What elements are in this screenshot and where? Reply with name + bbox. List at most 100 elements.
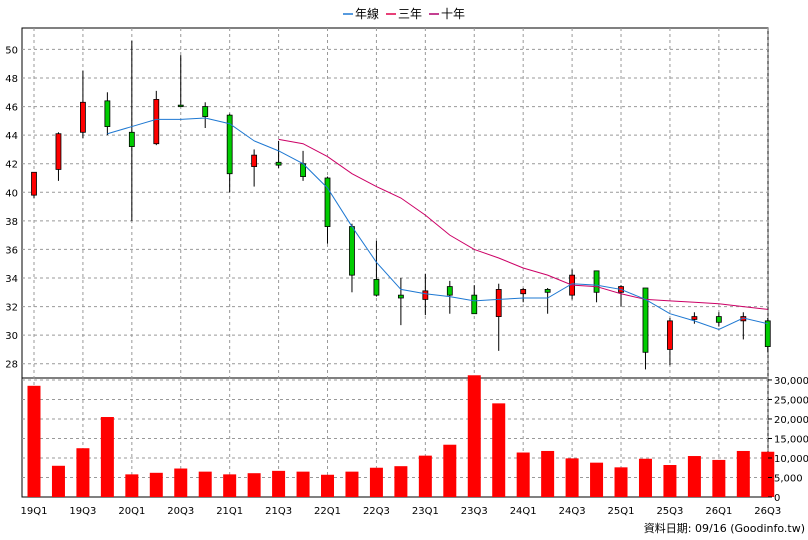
- volume-bar: [492, 403, 506, 497]
- candle-body: [251, 154, 258, 167]
- candle-body: [471, 294, 478, 315]
- volume-tick-label: 0: [774, 493, 780, 504]
- credit-text: 資料日期: 09/16 (Goodinfo.tw): [644, 521, 805, 535]
- volume-bar: [247, 473, 261, 497]
- x-tick-label: 25Q3: [656, 506, 683, 517]
- volume-bars: [27, 375, 775, 497]
- candle-body: [153, 99, 160, 145]
- candle-body: [104, 100, 111, 127]
- volume-bar: [198, 471, 212, 497]
- volume-bar: [590, 462, 604, 497]
- price-tick-label: 30: [5, 331, 18, 342]
- x-tick-label: 20Q1: [118, 506, 145, 517]
- legend-label: 十年: [441, 7, 465, 21]
- volume-bar: [736, 450, 750, 497]
- x-tick-label: 24Q3: [559, 506, 586, 517]
- volume-bar: [174, 468, 188, 497]
- volume-bar: [761, 451, 775, 497]
- volume-bar: [149, 472, 163, 497]
- x-tick-label: 21Q3: [265, 506, 292, 517]
- x-tick-label: 26Q3: [754, 506, 781, 517]
- price-tick-label: 48: [5, 74, 18, 85]
- volume-tick-label: 5,000: [774, 473, 803, 484]
- x-tick-label: 19Q1: [21, 506, 48, 517]
- x-tick-label: 21Q1: [216, 506, 243, 517]
- price-tick-label: 42: [5, 160, 18, 171]
- candle-body: [691, 316, 698, 320]
- price-tick-label: 38: [5, 217, 18, 228]
- price-tick-label: 32: [5, 303, 18, 314]
- volume-bar: [321, 474, 335, 497]
- volume-bar: [443, 444, 457, 497]
- candle-body: [397, 294, 404, 299]
- candles: [31, 40, 771, 370]
- price-tick-label: 46: [5, 103, 18, 114]
- candle-body: [373, 279, 380, 296]
- volume-bar: [516, 452, 530, 497]
- candle-body: [495, 289, 502, 317]
- candle-body: [349, 226, 355, 276]
- candle-body: [446, 286, 453, 296]
- candle-body: [31, 171, 37, 196]
- x-tick-label: 24Q1: [510, 506, 537, 517]
- volume-bar: [100, 417, 114, 497]
- volume-bar: [565, 458, 579, 497]
- volume-tick-label: 25,000: [774, 395, 808, 406]
- x-tick-label: 26Q1: [705, 506, 732, 517]
- volume-tick-label: 20,000: [774, 415, 808, 426]
- volume-bar: [125, 474, 139, 497]
- candle-body: [80, 101, 86, 133]
- ma-three-year-line: [278, 138, 768, 310]
- price-tick-label: 44: [5, 131, 18, 142]
- candle-body: [275, 161, 282, 166]
- volume-bar: [638, 458, 652, 497]
- price-tick-label: 40: [5, 188, 18, 199]
- x-tick-label: 23Q1: [412, 506, 439, 517]
- candle-body: [422, 290, 429, 300]
- candle-body: [177, 104, 184, 108]
- volume-bar: [272, 470, 286, 497]
- price-tick-label: 34: [5, 274, 18, 285]
- volume-bar: [614, 467, 628, 497]
- volume-bar: [467, 375, 481, 497]
- volume-tick-label: 10,000: [774, 454, 808, 465]
- candle-body: [226, 114, 233, 175]
- x-tick-label: 25Q1: [608, 506, 635, 517]
- x-tick-label: 20Q3: [167, 506, 194, 517]
- x-tick-label: 19Q3: [69, 506, 96, 517]
- axes: 19Q1 19Q3 20Q1 20Q3 21Q1 21Q3 22Q1 22Q3 23Q1 23Q3…: [5, 45, 808, 517]
- candle-body: [55, 133, 62, 170]
- x-tick-label: 22Q1: [314, 506, 341, 517]
- volume-bar: [712, 459, 726, 497]
- candle-body: [593, 270, 600, 293]
- volume-bar: [418, 455, 432, 497]
- volume-tick-label: 15,000: [774, 434, 808, 445]
- x-tick-label: 23Q3: [461, 506, 488, 517]
- volume-bar: [541, 450, 555, 497]
- candle-body: [667, 320, 673, 350]
- candle-body: [642, 287, 649, 353]
- volume-bar: [345, 471, 359, 497]
- legend-label: 三年: [398, 7, 422, 21]
- volume-bar: [394, 466, 408, 497]
- volume-bar: [687, 456, 701, 497]
- candle-body: [324, 177, 331, 227]
- volume-tick-label: 30,000: [774, 376, 808, 387]
- volume-bar: [51, 465, 65, 497]
- moving-average-lines: [107, 117, 768, 330]
- volume-bar: [663, 465, 677, 497]
- ma-year-line: [107, 117, 768, 330]
- legend-label: 年線: [355, 6, 379, 21]
- legend: 年線 三年 十年: [343, 6, 465, 21]
- price-plot-frame: [21, 27, 769, 379]
- volume-bar: [27, 385, 41, 497]
- candle-body: [544, 289, 551, 293]
- candle-body: [715, 316, 722, 323]
- grid: [22, 28, 769, 497]
- volume-bar: [76, 448, 90, 497]
- candle-body: [520, 289, 527, 295]
- x-tick-label: 22Q3: [363, 506, 390, 517]
- volume-bar: [296, 471, 310, 497]
- candle-body: [764, 320, 771, 347]
